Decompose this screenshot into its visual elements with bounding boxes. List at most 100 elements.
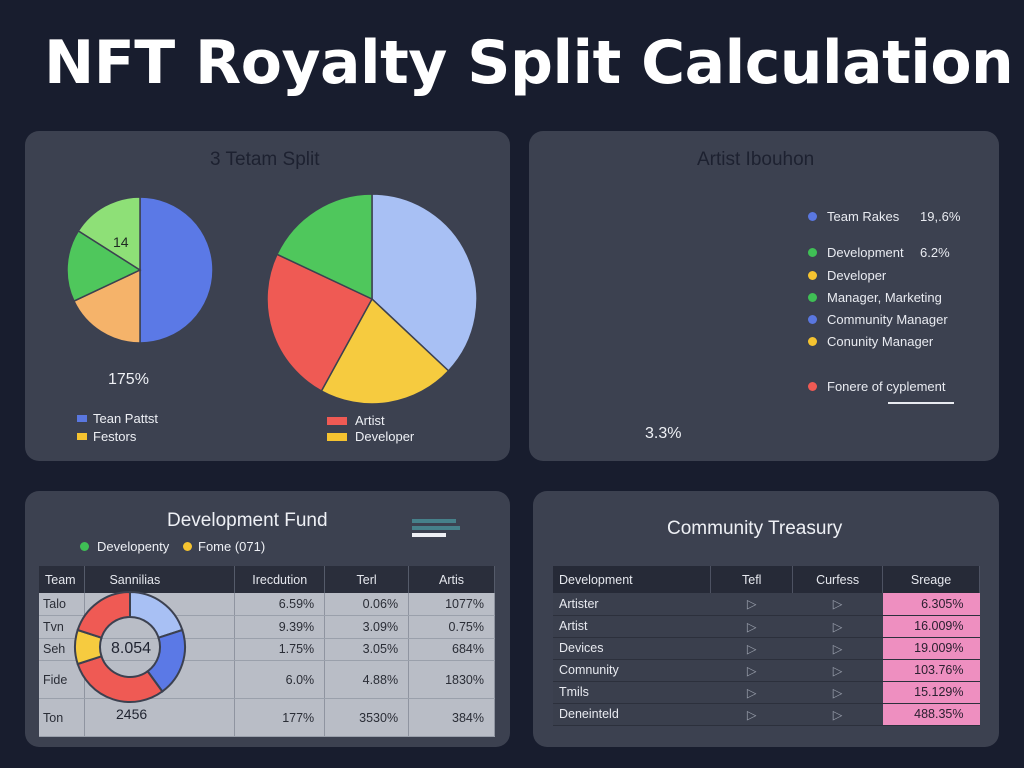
legend-developer: Developer: [327, 429, 414, 444]
expand-arrow-icon[interactable]: ▷: [792, 659, 883, 682]
dev-legend-fome: Fome (071): [183, 539, 265, 554]
table-cell: [84, 698, 236, 737]
legend-label: Festors: [93, 429, 137, 444]
treasury-table: Development Tefl Curfess Sreage Artister…: [553, 566, 980, 726]
table-cell: Tmils: [553, 681, 711, 704]
artist-legend-item: Fonere of cyplement: [808, 379, 946, 394]
dev-fund-table: Team Sannilias Irecdution Terl Artis Tal…: [39, 566, 495, 737]
small-pie-percent: 175%: [108, 371, 149, 388]
table-row: Devices ▷ ▷ 19.009%: [553, 637, 980, 660]
legend-swatch: [327, 416, 347, 425]
table-header: Irecdution: [234, 566, 326, 593]
menu-lines-icon[interactable]: [412, 519, 460, 537]
expand-arrow-icon[interactable]: ▷: [710, 681, 793, 704]
table-row: Tmils ▷ ▷ 15.129%: [553, 681, 980, 704]
treasury-title: Community Treasury: [667, 518, 843, 539]
legend-swatch: [327, 432, 347, 441]
legend-label: Development: [827, 245, 904, 260]
table-cell: Ton: [39, 698, 86, 737]
expand-arrow-icon[interactable]: ▷: [792, 637, 883, 660]
expand-arrow-icon[interactable]: ▷: [792, 681, 883, 704]
table-cell: 1.75%: [234, 638, 326, 661]
legend-dot: [80, 542, 89, 551]
table-cell: 3.09%: [324, 615, 410, 639]
table-row: Artister ▷ ▷ 6.305%: [553, 593, 980, 616]
expand-arrow-icon[interactable]: ▷: [710, 637, 793, 660]
legend-label: Fome (071): [198, 539, 266, 554]
legend-festors: Festors: [77, 429, 136, 444]
table-row: Talo 6.59% 0.06% 1077%: [39, 593, 495, 616]
table-header: Sannilias: [84, 566, 236, 593]
table-cell: Talo: [39, 593, 86, 616]
artist-legend-item: Developer: [808, 268, 886, 283]
table-cell: 6.305%: [882, 593, 980, 616]
table-cell: 6.0%: [234, 660, 326, 699]
expand-arrow-icon[interactable]: ▷: [710, 659, 793, 682]
table-cell: Artist: [553, 615, 711, 638]
legend-artist: Artist: [327, 413, 385, 428]
table-cell: 3.05%: [324, 638, 410, 661]
expand-arrow-icon[interactable]: ▷: [710, 703, 793, 726]
table-cell: Deneinteld: [553, 703, 711, 726]
expand-arrow-icon[interactable]: ▷: [792, 593, 883, 616]
legend-label: Team Rakes: [827, 209, 900, 224]
table-cell: Fide: [39, 660, 86, 699]
table-cell: Artister: [553, 593, 711, 616]
table-row: Ton 177% 3530% 384%: [39, 698, 495, 737]
dev-fund-title: Development Fund: [167, 510, 328, 531]
table-cell: 3530%: [324, 698, 410, 737]
legend-label: Manager, Marketing: [827, 290, 942, 305]
table-cell: Devices: [553, 637, 711, 660]
table-cell: 4.88%: [324, 660, 410, 699]
dev-legend-developenty: Developenty: [80, 539, 169, 554]
legend-dot: [808, 293, 817, 302]
legend-label: Developer: [355, 429, 415, 444]
legend-underline: [888, 402, 954, 404]
table-row: Deneinteld ▷ ▷ 488.35%: [553, 703, 980, 726]
legend-dot: [183, 542, 192, 551]
table-header: Terl: [324, 566, 410, 593]
legend-value: 6.2%: [920, 245, 950, 260]
legend-swatch: [77, 415, 87, 422]
legend-dot: [808, 212, 817, 221]
expand-arrow-icon[interactable]: ▷: [710, 593, 793, 616]
artist-card-title: Artist Ibouhon: [697, 149, 815, 170]
artist-legend-item: Community Manager: [808, 312, 948, 327]
donut-center-value: 8.054: [111, 640, 152, 657]
legend-label: Fonere of cyplement: [827, 379, 946, 394]
artist-legend-item: Conunity Manager: [808, 334, 933, 349]
table-header: Sreage: [882, 566, 980, 593]
table-cell: 15.129%: [882, 681, 980, 704]
table-row: Fide 6.0% 4.88% 1830%: [39, 660, 495, 699]
artist-legend-item: Development 6.2%: [808, 245, 950, 260]
legend-value: 19,.6%: [920, 209, 961, 224]
legend-tean-pattst: Tean Pattst: [77, 411, 158, 426]
expand-arrow-icon[interactable]: ▷: [792, 615, 883, 638]
table-header: Curfess: [792, 566, 884, 593]
expand-arrow-icon[interactable]: ▷: [710, 615, 793, 638]
legend-label: Tean Pattst: [93, 411, 159, 426]
table-cell: 177%: [234, 698, 326, 737]
table-cell: 6.59%: [234, 593, 326, 616]
expand-arrow-icon[interactable]: ▷: [792, 703, 883, 726]
legend-label: Community Manager: [827, 312, 948, 327]
table-cell: 16.009%: [882, 615, 980, 638]
table-header: Development: [553, 566, 712, 593]
table-cell: [84, 638, 236, 661]
table-cell: 384%: [408, 698, 495, 737]
table-row: Tvn 9.39% 3.09% 0.75%: [39, 615, 495, 639]
artist-legend-item: Team Rakes 19,.6%: [808, 209, 960, 224]
legend-dot: [808, 315, 817, 324]
table-cell: 0.06%: [324, 593, 410, 616]
table-cell: 103.76%: [882, 659, 980, 682]
page-title: NFT Royalty Split Calculation: [44, 28, 1014, 98]
table-cell: [84, 593, 236, 616]
legend-dot: [808, 337, 817, 346]
table-cell: 9.39%: [234, 615, 326, 639]
legend-label: Developer: [827, 268, 887, 283]
donut-bottom-value: 2456: [116, 706, 148, 722]
table-cell: 1077%: [408, 593, 495, 616]
small-pie-label: 14: [113, 234, 129, 250]
table-cell: 1830%: [408, 660, 495, 699]
table-cell: Seh: [39, 638, 86, 661]
